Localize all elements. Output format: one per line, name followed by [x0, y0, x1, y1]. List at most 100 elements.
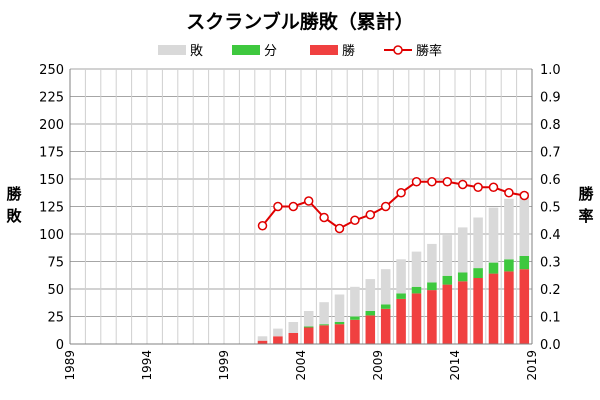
x-tick-label: 1994: [140, 350, 154, 381]
bar-勝-2013: [442, 284, 453, 344]
bar-分-2017: [504, 259, 514, 272]
legend-swatch-敗: [158, 45, 186, 55]
bar-分-2004: [303, 326, 314, 328]
win-rate-point-2003: [288, 201, 299, 212]
win-rate-point-2002: [273, 201, 283, 212]
bar-分-2013: [442, 275, 453, 285]
bar-敗-2003: [288, 322, 299, 333]
win-rate-point-2004: [303, 196, 314, 206]
bar-分-2010: [396, 293, 406, 299]
bar-分-2009: [380, 304, 391, 309]
bar-分-2011: [411, 286, 422, 294]
legend-swatch-分: [232, 45, 260, 55]
bar-勝-2014: [457, 281, 468, 344]
bar-分-2018: [519, 256, 530, 270]
legend-label-勝率: 勝率: [416, 43, 442, 59]
bar-敗-2017: [504, 198, 514, 260]
bar-敗-2008: [365, 279, 376, 311]
bar-敗-2013: [442, 235, 453, 276]
legend-item-勝: 勝: [310, 44, 355, 59]
win-rate-point-2017: [504, 188, 514, 198]
bar-敗-2012: [427, 243, 437, 283]
legend-item-分: 分: [232, 44, 277, 59]
bar-敗-2006: [334, 294, 345, 322]
bar-敗-2011: [411, 251, 422, 287]
bar-分-2016: [488, 262, 499, 274]
win-rate-point-2015: [473, 182, 483, 192]
win-rate-point-2018: [519, 190, 530, 201]
bar-敗-2015: [473, 217, 483, 269]
win-rate-point-2012: [427, 177, 437, 187]
y-tick-label: 50: [47, 283, 64, 298]
bar-敗-2010: [396, 259, 406, 294]
chart-title: スクランブル勝敗（累計）: [186, 10, 413, 33]
bar-勝-2011: [411, 293, 422, 344]
win-rate-point-2010: [396, 188, 406, 198]
bar-分-2014: [457, 272, 468, 282]
bar-勝-2007: [350, 319, 360, 344]
bar-敗-2004: [303, 311, 314, 327]
y2-tick-label: 0.6: [540, 173, 561, 188]
bar-敗-2016: [488, 207, 499, 263]
bar-勝-2003: [288, 333, 299, 344]
win-rate-point-2005: [319, 212, 329, 223]
bar-勝-2009: [380, 308, 391, 344]
bar-分-2005: [319, 324, 329, 326]
win-rate-point-2007: [350, 215, 360, 225]
y-tick-label: 150: [39, 173, 64, 188]
y2-tick-label: 1.0: [540, 63, 561, 78]
y2-axis-title-char: 率: [578, 207, 593, 225]
x-tick-label: 2009: [371, 350, 385, 381]
x-tick-label: 2004: [294, 350, 308, 381]
legend-item-敗: 敗: [158, 44, 203, 59]
y2-axis-title-char: 勝: [578, 185, 594, 203]
y2-tick-label: 0.0: [540, 338, 561, 353]
y-tick-label: 175: [39, 146, 64, 161]
bar-分-2007: [350, 316, 360, 320]
y2-tick-label: 0.9: [540, 91, 561, 106]
bar-勝-2010: [396, 298, 406, 344]
x-tick-label: 1999: [217, 350, 231, 381]
axes: [69, 69, 533, 345]
win-rate-point-2006: [334, 223, 345, 234]
bar-勝-2008: [365, 315, 376, 344]
win-rate-point-2001: [257, 221, 268, 231]
win-rate-point-2013: [442, 177, 453, 187]
y2-tick-label: 0.7: [540, 146, 561, 161]
win-rate-point-2016: [488, 182, 499, 192]
bars: [257, 192, 530, 344]
bar-勝-2002: [273, 336, 283, 344]
y-tick-label: 125: [39, 201, 64, 216]
win-rate-point-2009: [380, 201, 391, 212]
legend-marker-勝率: [393, 45, 403, 55]
x-tick-label: 1989: [63, 350, 77, 381]
y2-tick-label: 0.1: [540, 311, 561, 326]
y2-tick-label: 0.3: [540, 256, 561, 271]
bar-分-2015: [473, 268, 483, 278]
legend-label-分: 分: [264, 44, 277, 59]
tick-labels: 0 25 50 75 100 125 150 175 200 225 250 0.0 0.1 0.2 0.3…: [39, 63, 561, 381]
win-rate-point-2008: [365, 210, 376, 220]
y-tick-label: 75: [47, 256, 64, 271]
bar-敗-2007: [350, 286, 360, 317]
y-tick-label: 0: [56, 338, 64, 353]
win-rate-point-2011: [411, 177, 422, 187]
bar-勝-2001: [257, 340, 268, 344]
legend-swatch-勝: [310, 45, 338, 55]
y2-tick-label: 0.2: [540, 283, 561, 298]
win-rate-point-2014: [457, 179, 468, 190]
bar-敗-2014: [457, 227, 468, 273]
legend-label-敗: 敗: [190, 44, 203, 59]
bar-勝-2005: [319, 325, 329, 344]
y-axis-title-char: 敗: [6, 207, 22, 225]
bar-敗-2009: [380, 269, 391, 305]
legend-label-勝: 勝: [342, 44, 355, 59]
y-axis-title-char: 勝: [6, 185, 22, 203]
y-tick-label: 100: [39, 228, 64, 243]
y2-tick-label: 0.4: [540, 228, 561, 243]
x-tick-label: 2019: [525, 350, 539, 381]
legend: 敗 分 勝 勝率: [158, 43, 442, 59]
bar-分-2008: [365, 311, 376, 316]
y-tick-label: 250: [39, 63, 64, 78]
